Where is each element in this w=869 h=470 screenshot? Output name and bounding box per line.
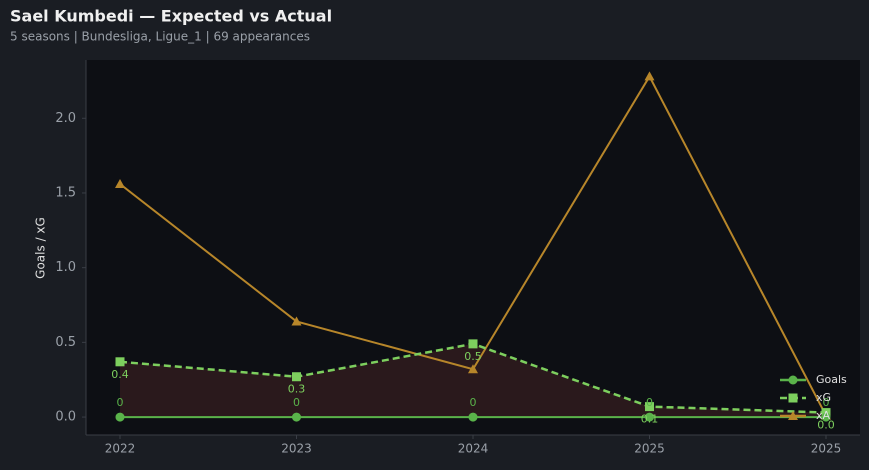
data-point <box>644 71 655 81</box>
data-label: 0.3 <box>288 383 306 396</box>
legend-marker <box>788 393 798 403</box>
data-label: 0 <box>823 396 830 409</box>
data-point <box>468 339 478 349</box>
legend-marker <box>788 411 798 420</box>
data-point <box>645 412 654 422</box>
data-label: 0.1 <box>641 413 659 426</box>
legend-label: xG <box>816 391 831 404</box>
data-point <box>468 364 478 374</box>
chart-title: Sael Kumbedi — Expected vs Actual <box>10 7 332 26</box>
chart-subtitle: 5 seasons | Bundesliga, Ligue_1 | 69 app… <box>10 30 310 44</box>
x-tick-label: 2025 <box>811 442 842 456</box>
data-point <box>292 412 301 422</box>
data-label: 0 <box>117 396 124 409</box>
data-label: 0 <box>646 396 653 409</box>
data-point <box>115 412 125 422</box>
x-tick-label: 2022 <box>105 442 136 456</box>
data-label: 0.0 <box>817 419 835 432</box>
y-tick-label: 1.0 <box>55 260 76 275</box>
data-point <box>645 402 654 412</box>
y-tick-label: 2.0 <box>55 111 76 126</box>
data-point <box>291 316 302 326</box>
gap-fill <box>120 343 826 418</box>
x-tick-label: 2024 <box>458 442 489 456</box>
data-point <box>292 372 301 382</box>
data-label: 0.5 <box>464 350 482 363</box>
y-tick-label: 0.0 <box>55 410 76 425</box>
y-tick-label: 1.5 <box>55 185 76 200</box>
x-tick-label: 2023 <box>281 442 312 456</box>
y-axis-label: Goals / xG <box>34 217 48 279</box>
data-point <box>468 412 478 422</box>
data-label: 0.4 <box>111 368 129 381</box>
data-point <box>115 357 125 367</box>
y-tick-label: 0.5 <box>55 335 76 350</box>
data-label: 0 <box>470 396 477 409</box>
data-label: 0 <box>293 396 300 409</box>
legend-label: xA <box>816 409 831 422</box>
data-point <box>821 412 831 422</box>
legend-marker <box>788 375 798 385</box>
x-tick-label: 2025 <box>634 442 665 456</box>
data-point <box>115 179 125 189</box>
legend-label: Goals <box>816 373 847 386</box>
